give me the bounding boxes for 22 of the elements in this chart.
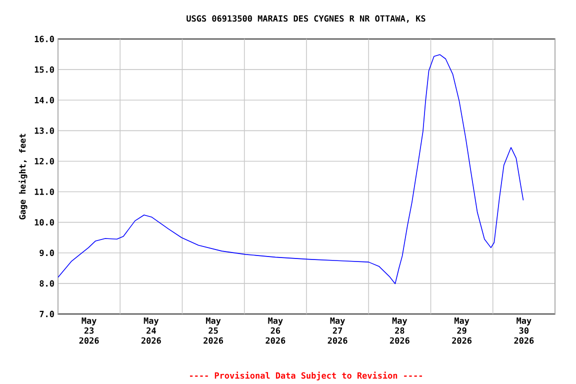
y-tick-label: 13.0 <box>34 127 54 134</box>
x-tick-label: May 23 2026 <box>79 318 99 344</box>
chart-title: USGS 06913500 MARAIS DES CYGNES R NR OTTAWA, KS <box>186 15 426 23</box>
y-tick-label: 9.0 <box>40 250 54 256</box>
y-tick-label: 14.0 <box>34 96 54 104</box>
y-tick-label: 12.0 <box>34 158 54 164</box>
y-tick-label: 11.0 <box>34 188 54 195</box>
x-tick-label: May 27 2026 <box>328 318 348 344</box>
x-tick-label: May 26 2026 <box>266 318 286 344</box>
y-tick-label: 10.0 <box>34 219 54 226</box>
y-tick-label: 16.0 <box>34 36 54 42</box>
line-series <box>58 54 524 284</box>
y-tick-label: 8.0 <box>40 280 54 287</box>
x-tick-label: May 24 2026 <box>141 318 161 344</box>
x-tick-label: May 30 2026 <box>514 318 534 344</box>
y-tick-label: 7.0 <box>40 310 54 318</box>
y-axis-title: Gage height, feet <box>18 134 28 220</box>
x-tick-label: May 25 2026 <box>204 318 224 344</box>
y-tick-label: 15.0 <box>34 66 54 73</box>
x-tick-label: May 28 2026 <box>390 318 410 344</box>
x-tick-label: May 29 2026 <box>452 318 472 344</box>
text: ---- Provisional Data Subject to Revision ---- <box>190 372 422 380</box>
